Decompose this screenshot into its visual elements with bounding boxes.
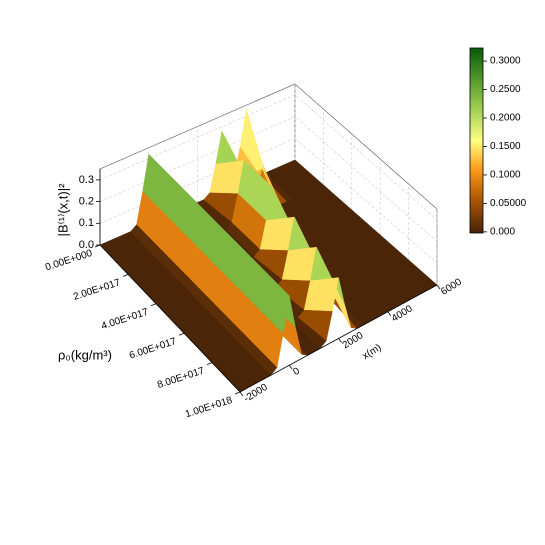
z-tick-label: 0.1	[79, 217, 94, 229]
y-tick	[150, 303, 157, 307]
x-tick-label: 6000	[439, 276, 464, 297]
y-axis	[99, 244, 241, 393]
x-tick	[436, 284, 441, 290]
z-tick-label: 0.3	[79, 174, 94, 186]
y-tick	[178, 332, 185, 336]
x-tick	[338, 338, 342, 343]
y-tick-label: 0.00E+000	[44, 248, 94, 274]
x-tick	[288, 365, 293, 370]
colorbar-tick-label: 0.2500	[490, 84, 521, 95]
y-axis-label: ρ₀(kg/m³)	[58, 347, 112, 362]
z-tick-label: 0.0	[79, 239, 94, 251]
colorbar-tick-label: 0.2000	[490, 113, 521, 124]
y-tick-label: 1.00E+018	[184, 395, 234, 421]
colorbar-tick-label: 0.000	[490, 227, 515, 238]
colorbar-tick-label: 0.3000	[490, 56, 521, 67]
x-tick-label: 2000	[341, 330, 366, 351]
y-tick	[122, 274, 129, 277]
colorbar-tick-label: 0.1500	[490, 141, 521, 152]
y-tick	[234, 391, 241, 395]
y-tick-label: 6.00E+017	[128, 336, 178, 362]
y-tick-label: 8.00E+017	[156, 365, 206, 391]
y-tick-label: 4.00E+017	[100, 307, 150, 333]
y-tick	[206, 362, 213, 365]
colorbar-tick-label: 0.05000	[490, 198, 527, 209]
y-tick-label: 2.00E+017	[72, 277, 122, 303]
x-tick	[239, 391, 244, 397]
x-tick	[387, 311, 392, 316]
x-tick-label: 0	[291, 366, 302, 379]
y-tick	[94, 244, 101, 248]
colorbar-tick-label: 0.1000	[490, 170, 521, 181]
colorbar	[469, 47, 484, 234]
z-axis-label: |B⁽¹⁾(x,t)|²	[55, 183, 70, 237]
z-tick-label: 0.2	[79, 195, 94, 207]
x-axis-label: x(m)	[361, 342, 384, 362]
